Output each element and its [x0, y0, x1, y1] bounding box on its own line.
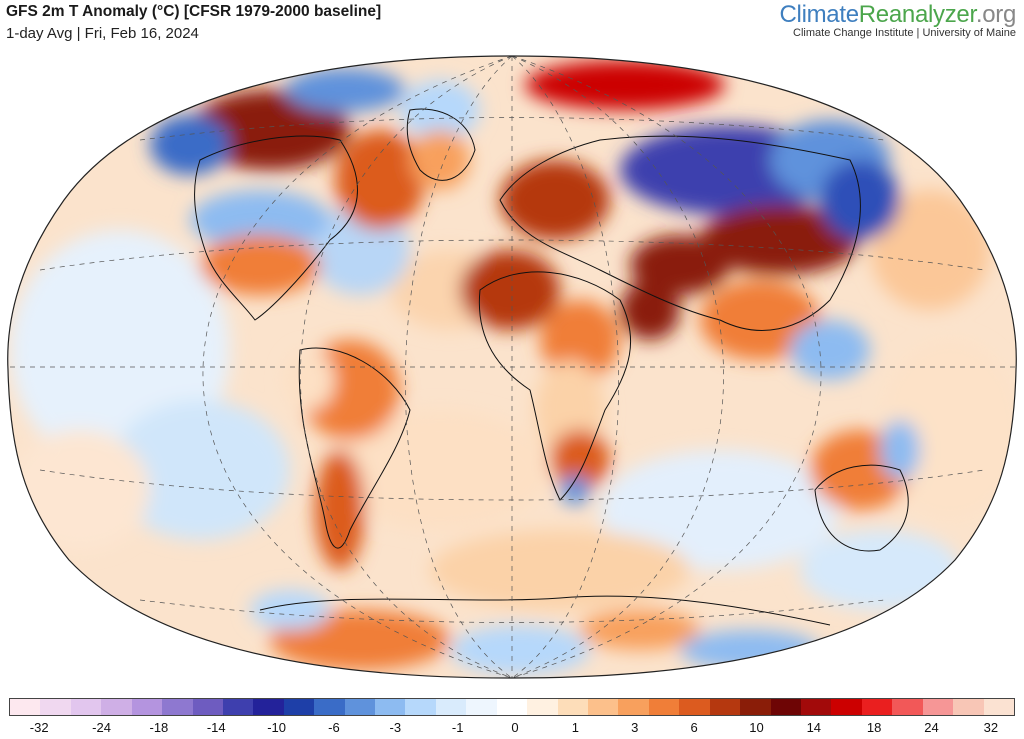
legend-swatch	[557, 699, 589, 715]
legend-swatch	[192, 699, 223, 715]
legend-swatch	[861, 699, 893, 715]
brand-tagline: Climate Change Institute | University of…	[793, 27, 1016, 39]
legend-swatch	[983, 699, 1014, 715]
legend-tick-label: 14	[806, 720, 822, 735]
color-scale-bar	[9, 698, 1015, 716]
legend-swatch	[953, 699, 984, 715]
legend-swatch	[101, 699, 132, 715]
legend-tick-label: -32	[29, 720, 49, 735]
legend-swatch	[222, 699, 254, 715]
map-subtitle: 1-day Avg | Fri, Feb 16, 2024	[6, 25, 199, 42]
legend-tick-label: 3	[631, 720, 639, 735]
legend-swatch	[375, 699, 406, 715]
legend-swatch	[527, 699, 558, 715]
legend-swatch	[131, 699, 163, 715]
legend-swatch	[314, 699, 345, 715]
coastlines	[194, 108, 909, 626]
legend-swatch	[709, 699, 741, 715]
map-field	[7, 56, 1017, 678]
legend-swatch	[922, 699, 954, 715]
legend-tick-label: 10	[749, 720, 764, 735]
legend-tick-label: 1	[571, 720, 579, 735]
brand-block[interactable]: ClimateReanalyzer.org Climate Change Ins…	[780, 1, 1017, 39]
legend-swatch	[588, 699, 619, 715]
legend-swatch	[253, 699, 284, 715]
legend-swatch	[648, 699, 680, 715]
brand-logo[interactable]: ClimateReanalyzer.org	[780, 1, 1017, 29]
legend-tick-label: 6	[690, 720, 698, 735]
legend-swatch	[800, 699, 832, 715]
legend-swatch	[405, 699, 436, 715]
brand-name-part3: .org	[975, 1, 1016, 28]
legend-swatch	[770, 699, 801, 715]
legend-tick-label: -3	[389, 720, 402, 735]
legend-tick-label: -14	[206, 720, 226, 735]
color-scale-ticks: -32 -24 -18 -14 -10 -6 -3 -1 0 1 3 6 10 14 18 24 32	[9, 720, 1015, 736]
legend-swatch	[831, 699, 862, 715]
legend-tick-label: 0	[511, 720, 519, 735]
legend-swatch	[162, 699, 193, 715]
legend-swatch	[618, 699, 649, 715]
legend-swatch	[679, 699, 710, 715]
world-anomaly-map	[7, 55, 1017, 679]
map-title: GFS 2m T Anomaly (°C) [CFSR 1979-2000 ba…	[6, 3, 382, 20]
legend-tick-label: 18	[866, 720, 882, 735]
legend-swatch	[466, 699, 497, 715]
legend-tick-label: -24	[92, 720, 111, 735]
legend-swatch	[435, 699, 467, 715]
legend-tick-label: -1	[451, 720, 464, 735]
legend-swatch	[70, 699, 102, 715]
legend-tick-label: -6	[328, 720, 340, 735]
legend-swatch	[496, 699, 528, 715]
legend-tick-label: -10	[267, 720, 286, 735]
legend-swatch	[344, 699, 376, 715]
brand-name-part2: Reanalyzer	[858, 1, 976, 28]
legend-swatch	[10, 699, 41, 715]
legend-tick-label: 32	[983, 720, 999, 735]
brand-name-part1: Climate	[779, 1, 860, 28]
legend-swatch	[740, 699, 771, 715]
legend-tick-label: 24	[924, 720, 939, 735]
graticule	[7, 56, 1017, 678]
legend-swatch	[892, 699, 923, 715]
map-border	[7, 55, 1017, 679]
legend-swatch	[40, 699, 71, 715]
legend-swatch	[283, 699, 315, 715]
legend-tick-label: -18	[149, 720, 169, 735]
